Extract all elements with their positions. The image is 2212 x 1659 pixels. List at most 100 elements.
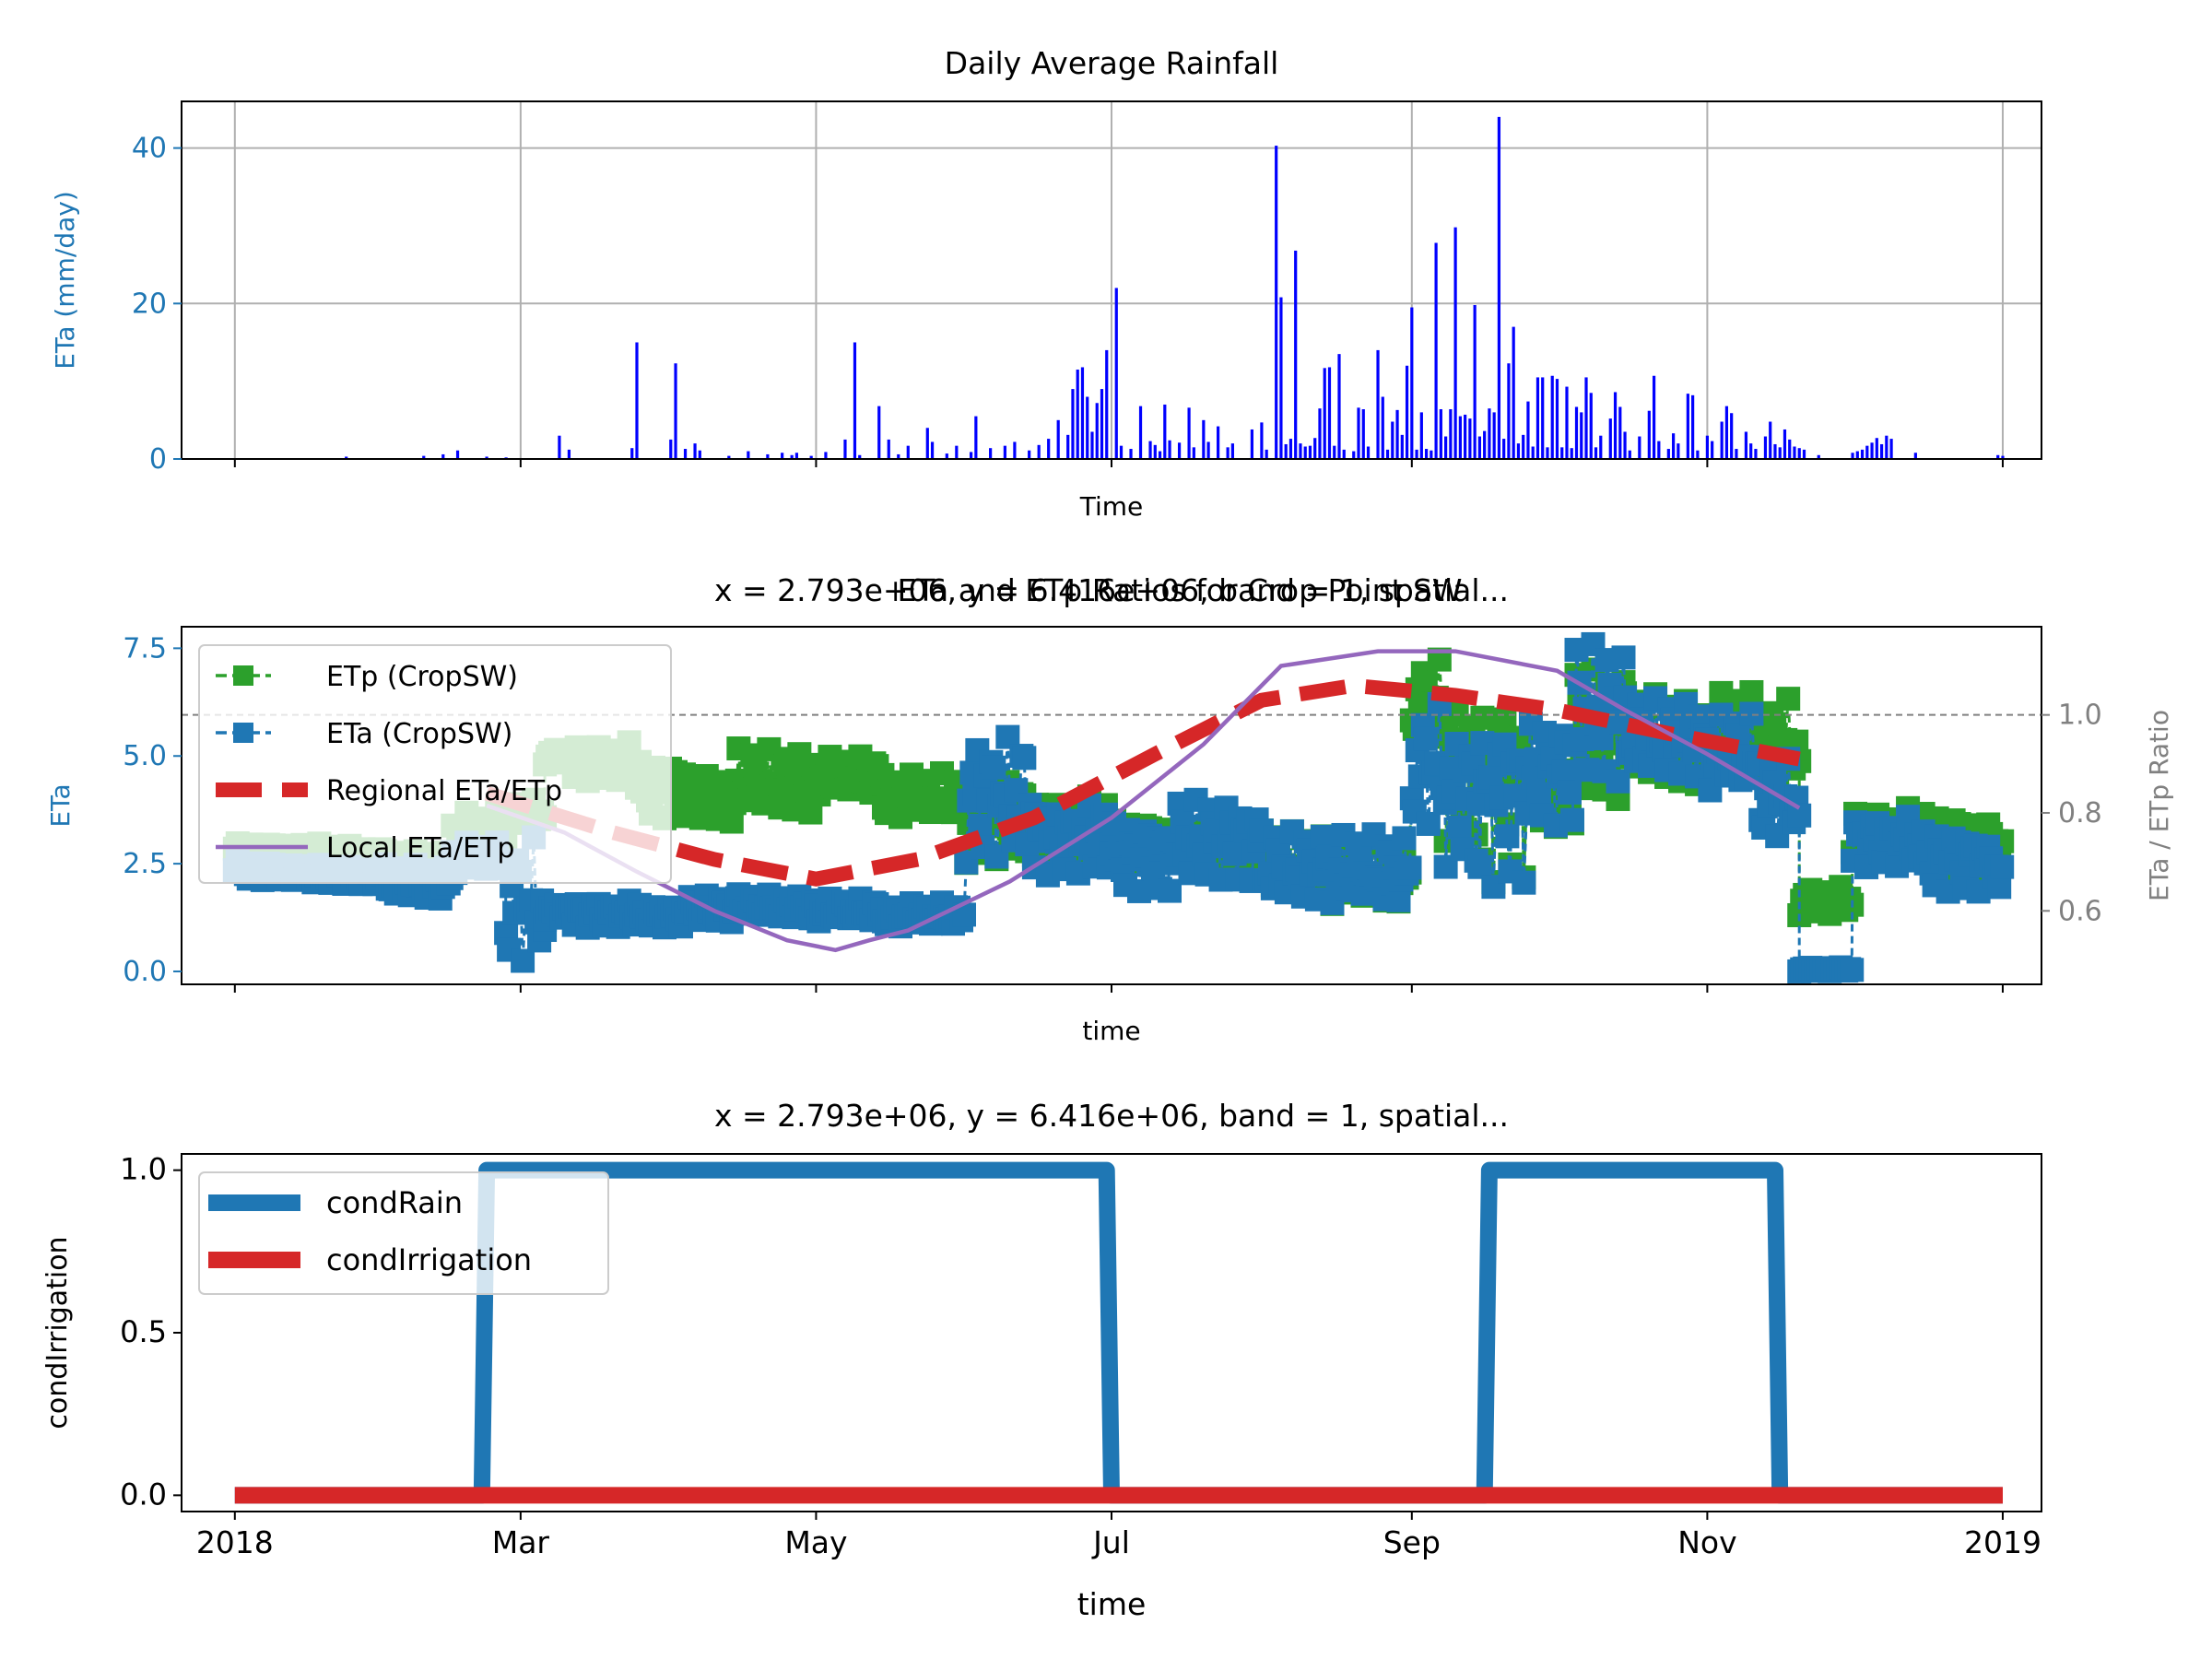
eta-marker <box>1739 701 1764 726</box>
rain-bar <box>1095 403 1099 459</box>
rain-bar <box>1308 445 1312 459</box>
rain-bar <box>1313 438 1317 459</box>
rain-bar <box>1657 441 1661 459</box>
rain-bar <box>1202 419 1206 459</box>
rain-bar <box>1730 413 1734 459</box>
eta-x-ticks <box>233 984 2004 993</box>
rain-bar <box>1129 449 1133 459</box>
rain-bar <box>1793 446 1796 459</box>
rain-bar <box>1458 416 1462 459</box>
eta-marker <box>511 948 535 973</box>
rain-bar <box>1497 116 1501 459</box>
rain-bar <box>1555 379 1559 459</box>
rain-bar <box>1405 365 1409 459</box>
eta-marker <box>1416 811 1441 836</box>
rain-bar <box>1691 394 1695 459</box>
rain-bar <box>1763 436 1768 459</box>
y-tick-label: 5.0 <box>123 740 167 772</box>
legend-cond-irrigation-label: condIrrigation <box>326 1242 532 1277</box>
rain-bar <box>1410 307 1414 459</box>
rain-bar <box>1303 446 1307 459</box>
rain-bar <box>1230 443 1234 459</box>
eta-legend: ETp (CropSW) ETa (CropSW) Regional ETa/E… <box>198 644 672 884</box>
rainfall-grid <box>182 101 2041 460</box>
rain-bar <box>1430 450 1433 459</box>
rain-bar <box>925 428 929 459</box>
rain-bar <box>1434 242 1438 459</box>
rain-bar <box>1638 436 1641 459</box>
rain-bar <box>1080 367 1085 459</box>
eta-marker <box>1557 780 1582 805</box>
x-tick-label: Nov <box>1677 1524 1736 1560</box>
rain-bar <box>1391 421 1394 459</box>
regional-ratio-line <box>484 677 1801 887</box>
rain-bar <box>1875 438 1878 459</box>
rain-bar <box>1148 441 1152 459</box>
rain-bar <box>1483 430 1487 459</box>
rain-bar <box>906 445 910 459</box>
rainfall-x-axis-label: Time <box>1079 491 1144 522</box>
rain-bar <box>1323 368 1326 459</box>
rain-bar <box>989 448 993 459</box>
rain-bar <box>877 406 881 459</box>
rain-bar <box>955 445 959 459</box>
rain-bar <box>1337 354 1341 459</box>
rain-bar <box>635 342 639 459</box>
rain-bar <box>897 453 900 459</box>
rain-bar <box>1473 304 1477 459</box>
rain-bar <box>1535 377 1540 459</box>
rain-bar <box>1512 326 1515 459</box>
rain-bar <box>1003 445 1006 459</box>
conditions-chart-title: x = 2.793e+06, y = 6.416e+06, band = 1, … <box>714 1098 1509 1134</box>
rain-bar <box>2001 455 2005 459</box>
y-right-tick-label: 0.8 <box>2058 797 2102 830</box>
eta-marker <box>1397 855 1422 880</box>
rain-bar <box>1284 443 1288 459</box>
legend-regional-label: Regional ETa/ETp <box>326 775 562 807</box>
rain-bar <box>1773 443 1777 459</box>
rain-bar <box>1996 454 2000 459</box>
legend-eta-label: ETa (CropSW) <box>326 718 512 750</box>
conditions-legend: condRain condIrrigation <box>198 1171 609 1295</box>
rain-bar <box>1114 288 1118 459</box>
rain-bar <box>422 455 426 459</box>
rain-bar <box>1516 443 1521 459</box>
eta-marker <box>982 755 1006 780</box>
rain-bar <box>727 455 731 459</box>
rain-bar <box>1449 409 1453 459</box>
rain-bar <box>1618 406 1622 459</box>
rain-bar <box>693 443 697 459</box>
rain-bar <box>1047 439 1051 459</box>
rain-bar <box>630 448 634 459</box>
rain-bar <box>1105 349 1109 459</box>
rain-bar <box>1250 429 1254 459</box>
rain-bar <box>1318 408 1322 459</box>
rain-bar <box>1541 377 1545 459</box>
etp-marker <box>1739 679 1764 704</box>
rain-bar <box>1550 375 1554 459</box>
rain-bar <box>1279 297 1283 459</box>
rain-bar <box>1749 443 1753 459</box>
rain-bar <box>1696 450 1700 459</box>
eta-x-axis-label: time <box>1082 1016 1140 1046</box>
rainfall-bars <box>261 116 2005 460</box>
conditions-y-ticks: 0.0 0.5 1.0 <box>120 1152 182 1512</box>
rain-bar <box>1187 407 1191 459</box>
rain-bar <box>1056 419 1060 459</box>
rain-bar <box>1754 449 1758 459</box>
rain-bar <box>1376 349 1380 459</box>
rain-bar <box>1153 444 1157 459</box>
rain-bar <box>1100 389 1104 459</box>
rain-bar <box>1507 363 1511 459</box>
rain-bar <box>930 441 935 459</box>
rain-bar <box>1419 412 1423 459</box>
rain-bar <box>1352 451 1356 459</box>
x-tick-label: Mar <box>492 1524 550 1560</box>
rain-bar <box>1797 448 1801 459</box>
rain-bar <box>1677 443 1680 459</box>
y-right-tick-label: 0.6 <box>2058 895 2102 927</box>
rain-bar <box>1666 449 1670 459</box>
y-tick-label: 0.0 <box>120 1477 167 1512</box>
rain-bar <box>1071 389 1075 459</box>
